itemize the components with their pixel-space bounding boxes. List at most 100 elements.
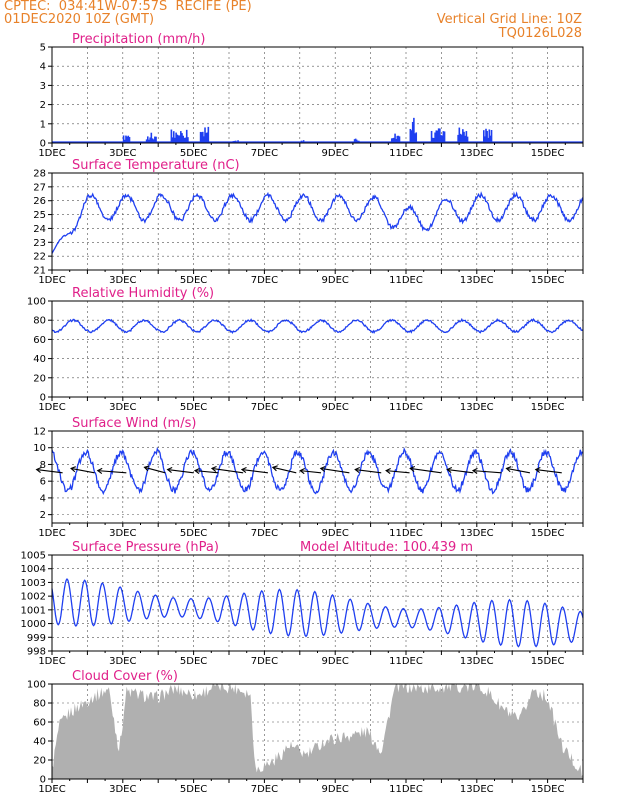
wind-arrow <box>410 467 442 474</box>
y-tick-label: 0 <box>40 393 46 404</box>
wind-arrow <box>320 467 350 474</box>
y-tick-label: 0 <box>40 139 46 150</box>
y-tick-label: 12 <box>33 427 46 438</box>
precip-bar <box>204 127 206 143</box>
header-location: CPTEC: 034:41W-07:57S RECIFE (PE) <box>4 0 252 14</box>
y-tick-label: 2 <box>40 100 46 111</box>
y-tick-label: 24 <box>33 224 46 235</box>
y-tick-label: 20 <box>33 373 46 384</box>
precip-bar <box>414 133 416 143</box>
precip-bar <box>487 137 490 143</box>
precip-bar <box>354 138 357 143</box>
x-tick-label: 3DEC <box>109 528 136 539</box>
precip-bar <box>458 127 461 143</box>
y-tick-label: 1003 <box>21 578 46 589</box>
y-tick-label: 80 <box>33 316 46 327</box>
precip-bar <box>482 130 485 143</box>
x-tick-label: 9DEC <box>322 402 349 413</box>
x-tick-label: 11DEC <box>389 275 423 286</box>
precip-bar <box>177 135 180 143</box>
precip-bar <box>395 138 397 143</box>
x-tick-label: 5DEC <box>180 528 207 539</box>
precip-title: Precipitation (mm/h) <box>72 32 205 47</box>
wind-arrow-head <box>471 467 478 474</box>
y-tick-label: 999 <box>27 633 46 644</box>
y-tick-label: 60 <box>33 718 46 729</box>
wind-arrow-head <box>240 466 247 474</box>
x-tick-label: 15DEC <box>531 148 565 159</box>
x-tick-label: 5DEC <box>180 402 207 413</box>
precip-bar <box>489 135 492 143</box>
x-tick-label: 9DEC <box>322 275 349 286</box>
wind-arrow <box>506 467 531 474</box>
wind-arrow-head <box>385 467 391 475</box>
wind-arrow <box>241 468 269 474</box>
precip-bar <box>441 135 443 143</box>
wind-arrow-head <box>193 467 200 475</box>
x-tick-label: 11DEC <box>389 784 423 795</box>
precip-bar <box>171 137 174 143</box>
wind-title: Surface Wind (m/s) <box>72 416 196 431</box>
x-tick-label: 11DEC <box>389 656 423 667</box>
y-tick-label: 40 <box>33 354 46 365</box>
x-tick-label: 3DEC <box>109 402 136 413</box>
precip-bar <box>443 131 446 143</box>
precip-bar <box>355 139 358 143</box>
precip-bar <box>200 132 203 143</box>
pres-model-altitude: Model Altitude: 100.439 m <box>300 540 473 555</box>
wind-series-line <box>51 446 584 496</box>
x-tick-label: 3DEC <box>109 656 136 667</box>
x-tick-label: 3DEC <box>109 275 136 286</box>
precip-bar <box>205 132 207 143</box>
cloud-title: Cloud Cover (%) <box>72 669 178 684</box>
wind-arrow-head <box>70 466 76 473</box>
precip-bar <box>180 131 182 143</box>
x-tick-label: 3DEC <box>109 148 136 159</box>
x-tick-label: 15DEC <box>531 784 565 795</box>
precip-bar <box>484 136 486 143</box>
y-tick-label: 1 <box>40 119 46 130</box>
y-tick-label: 4 <box>40 62 46 73</box>
precip-bar <box>457 134 459 143</box>
y-tick-label: 22 <box>33 252 46 263</box>
y-tick-label: 2 <box>40 510 46 521</box>
pres-series-line <box>51 578 584 648</box>
x-tick-label: 9DEC <box>322 148 349 159</box>
precip-bar <box>155 136 157 143</box>
x-tick-label: 15DEC <box>531 528 565 539</box>
x-tick-label: 7DEC <box>251 528 278 539</box>
panel-pres: 998 999 1000 1001 1002 1003 1004 1005 1DEC 3DEC 5D… <box>21 540 584 667</box>
y-tick-label: 1004 <box>21 564 46 575</box>
panel-cloud: 0 20 40 60 80 100 1DEC 3DEC 5DEC 7DEC 9DEC 11DEC 13D… <box>27 669 584 795</box>
x-tick-label: 13DEC <box>460 784 494 795</box>
x-tick-label: 1DEC <box>38 784 65 795</box>
precip-bar <box>459 133 462 143</box>
precip-bar <box>410 130 413 143</box>
wind-arrow <box>535 468 562 474</box>
precip-bar <box>409 128 412 143</box>
precip-bar <box>390 138 393 143</box>
wind-arrow-head <box>166 466 173 474</box>
y-tick-label: 10 <box>33 443 46 454</box>
y-tick-label: 998 <box>27 647 46 658</box>
precip-bar <box>128 137 131 143</box>
panel-precip: 0 1 2 3 4 5 1DEC 3DEC 5DEC 7DEC 9DEC 11DEC 13DEC 15DE… <box>38 32 584 159</box>
panel-frame <box>51 300 584 398</box>
precip-bar <box>174 137 176 143</box>
precip-bar <box>176 134 179 143</box>
precip-bar <box>464 135 467 143</box>
precip-bar <box>170 129 173 143</box>
precip-bar <box>433 137 435 143</box>
wind-arrow <box>272 466 297 474</box>
x-tick-label: 13DEC <box>460 402 494 413</box>
wind-arrow-head <box>319 466 326 473</box>
wind-arrow <box>447 468 474 474</box>
x-tick-label: 9DEC <box>322 784 349 795</box>
precip-bar <box>202 131 204 143</box>
precip-bar <box>434 132 436 143</box>
precip-bar <box>145 139 148 143</box>
precip-bar <box>486 130 488 143</box>
wind-arrow-head <box>271 465 278 472</box>
panel-frame <box>51 172 584 271</box>
wind-arrow <box>97 470 127 474</box>
